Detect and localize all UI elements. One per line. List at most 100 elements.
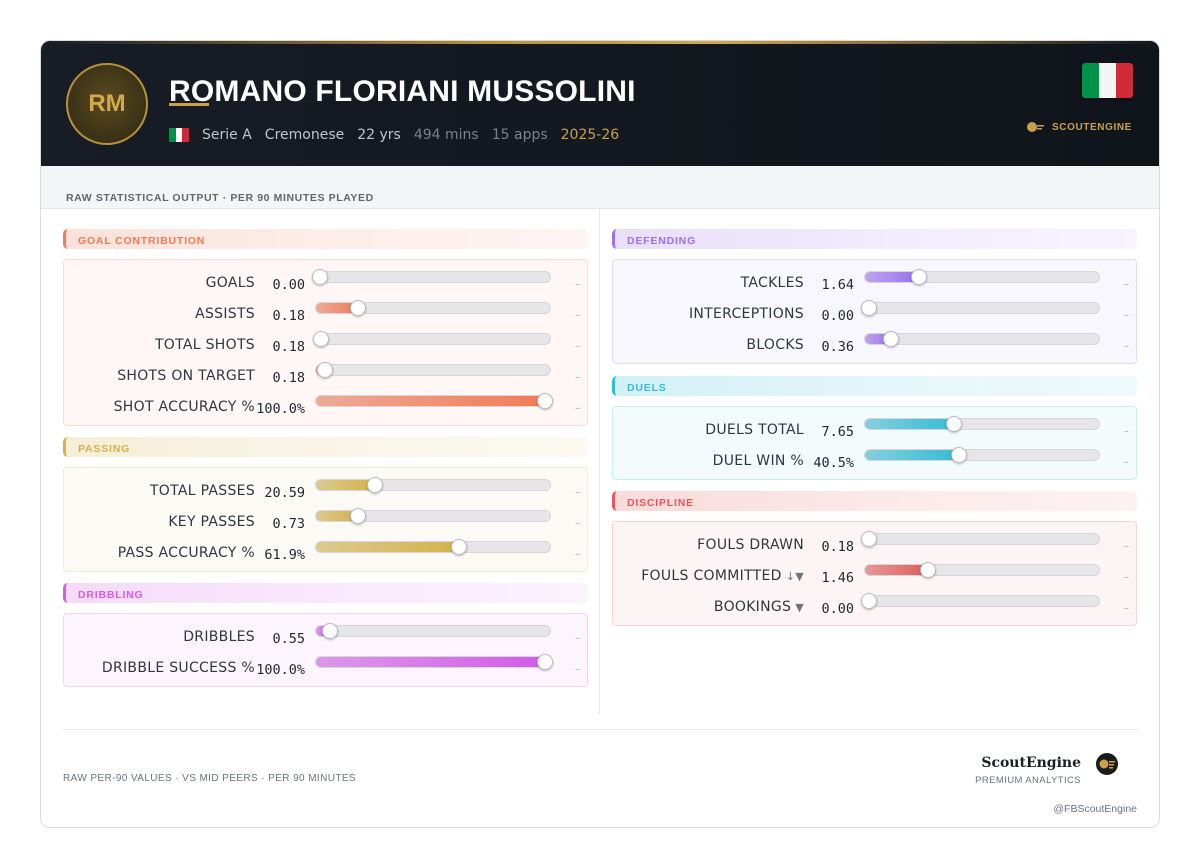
trend-dash: – <box>1124 603 1129 614</box>
section-header: DUELS <box>612 376 1137 396</box>
stat-slider-track[interactable] <box>312 269 551 285</box>
stat-slider-knob[interactable] <box>537 393 553 409</box>
stat-value: 0.36 <box>821 339 854 355</box>
stat-slider-knob[interactable] <box>313 331 329 347</box>
stat-value: 0.55 <box>272 631 305 647</box>
name-underline <box>169 103 209 106</box>
section-header: DRIBBLING <box>63 583 588 603</box>
stat-row: TOTAL PASSES 20.59 – <box>63 475 583 505</box>
stat-slider-knob[interactable] <box>350 508 366 524</box>
section-title: DUELS <box>627 382 667 394</box>
stat-slider-track[interactable] <box>315 300 551 316</box>
stat-slider-track[interactable] <box>861 593 1100 609</box>
footer-handle: @FBScoutEngine <box>1053 803 1137 815</box>
stat-slider-knob[interactable] <box>883 331 899 347</box>
stat-slider-knob[interactable] <box>451 539 467 555</box>
stat-row: DUEL WIN % 40.5% – <box>612 445 1132 475</box>
stat-slider-fill <box>865 272 919 282</box>
section-header: DISCIPLINE <box>612 491 1137 511</box>
trend-arrow-icon: ↓▼ <box>785 570 804 583</box>
stat-slider-knob[interactable] <box>861 300 877 316</box>
trend-dash: – <box>1124 541 1129 552</box>
player-meta: Serie A Cremonese 22 yrs 494 mins 15 app… <box>169 127 619 143</box>
stat-slider-track[interactable] <box>315 477 551 493</box>
trend-dash: – <box>1124 572 1129 583</box>
stat-slider-knob[interactable] <box>951 447 967 463</box>
stat-slider-knob[interactable] <box>920 562 936 578</box>
stat-label: SHOT ACCURACY % <box>114 399 255 415</box>
stat-value: 0.00 <box>821 601 854 617</box>
player-name: ROMANO FLORIANI MUSSOLINI <box>169 75 636 108</box>
stat-slider-track[interactable] <box>315 362 551 378</box>
stat-slider-knob[interactable] <box>861 593 877 609</box>
section-duels: DUELS DUELS TOTAL 7.65 – DUEL WIN % 40.5% – <box>612 376 1137 480</box>
stat-slider-track[interactable] <box>864 331 1100 347</box>
stat-slider-track[interactable] <box>864 447 1100 463</box>
stat-label: SHOTS ON TARGET <box>117 368 255 384</box>
stat-row: KEY PASSES 0.73 – <box>63 506 583 536</box>
trend-dash: – <box>1124 310 1129 321</box>
section-passing: PASSING TOTAL PASSES 20.59 – KEY PASSES 0.73 –… <box>63 437 588 572</box>
trend-dash: – <box>575 341 580 352</box>
header: RM ROMANO FLORIANI MUSSOLINI Serie A Cre… <box>41 41 1159 166</box>
stat-label-text: DUEL WIN % <box>712 453 804 469</box>
stat-slider-track[interactable] <box>315 508 551 524</box>
stat-slider-knob[interactable] <box>317 362 333 378</box>
stat-label: FOULS COMMITTED ↓▼ <box>641 568 804 584</box>
stat-slider-track[interactable] <box>315 623 551 639</box>
stat-row: BLOCKS 0.36 – <box>612 329 1132 359</box>
stat-slider-track[interactable] <box>864 562 1100 578</box>
stat-row: INTERCEPTIONS 0.00 – <box>612 298 1132 328</box>
stat-label-text: KEY PASSES <box>168 514 255 530</box>
stat-slider-track[interactable] <box>315 539 551 555</box>
stat-slider-fill <box>316 396 545 406</box>
stat-slider-track[interactable] <box>313 331 551 347</box>
minutes: 494 mins <box>413 127 479 143</box>
stat-slider-knob[interactable] <box>312 269 328 285</box>
stat-slider-track[interactable] <box>864 416 1100 432</box>
stat-value: 100.0% <box>256 662 305 678</box>
stat-slider-knob[interactable] <box>350 300 366 316</box>
stat-label-text: DRIBBLES <box>183 629 255 645</box>
stat-label-text: INTERCEPTIONS <box>688 306 804 322</box>
section-discipline: DISCIPLINE FOULS DRAWN 0.18– FOULS COMMITTE… <box>612 491 1137 626</box>
stat-label-text: TACKLES <box>740 275 804 291</box>
footer-brand: ScoutEngine <box>981 755 1081 771</box>
stat-slider-track[interactable] <box>315 654 553 670</box>
stat-label-text: DRIBBLE SUCCESS % <box>101 660 255 676</box>
stat-slider-fill <box>316 542 459 552</box>
stat-label: ASSISTS <box>195 306 255 322</box>
stat-value: 40.5% <box>813 455 854 471</box>
stat-slider-track[interactable] <box>861 300 1100 316</box>
stat-value: 0.18 <box>272 339 305 355</box>
stat-row: ASSISTS 0.18 – <box>63 298 583 328</box>
stat-label: BOOKINGS ▼ <box>714 599 804 615</box>
section-title: DEFENDING <box>627 235 697 247</box>
trend-dash: – <box>575 310 580 321</box>
stat-label-text: ASSISTS <box>195 306 255 322</box>
scoutengine-logo-icon <box>1027 122 1044 132</box>
trend-dash: – <box>575 487 580 498</box>
stat-slider-knob[interactable] <box>367 477 383 493</box>
trend-arrow-icon: ▼ <box>795 601 804 614</box>
stat-label: GOALS <box>206 275 255 291</box>
stat-label: DUELS TOTAL <box>705 422 804 438</box>
stat-slider-track[interactable] <box>861 531 1100 547</box>
stat-label: INTERCEPTIONS <box>689 306 804 322</box>
stat-value: 0.18 <box>272 308 305 324</box>
stat-slider-fill <box>316 480 375 490</box>
stat-slider-track[interactable] <box>315 393 553 409</box>
stat-value: 0.00 <box>821 308 854 324</box>
trend-dash: – <box>575 372 580 383</box>
stat-row: DRIBBLES 0.55 – <box>63 621 583 651</box>
stat-value: 0.00 <box>272 277 305 293</box>
stat-slider-knob[interactable] <box>537 654 553 670</box>
stat-slider-knob[interactable] <box>946 416 962 432</box>
stat-slider-knob[interactable] <box>911 269 927 285</box>
player-card: RM ROMANO FLORIANI MUSSOLINI Serie A Cre… <box>40 40 1160 828</box>
stat-row: DUELS TOTAL 7.65 – <box>612 414 1132 444</box>
stat-slider-track[interactable] <box>864 269 1100 285</box>
italy-flag-icon <box>169 128 190 142</box>
stat-slider-knob[interactable] <box>322 623 338 639</box>
stat-slider-knob[interactable] <box>861 531 877 547</box>
